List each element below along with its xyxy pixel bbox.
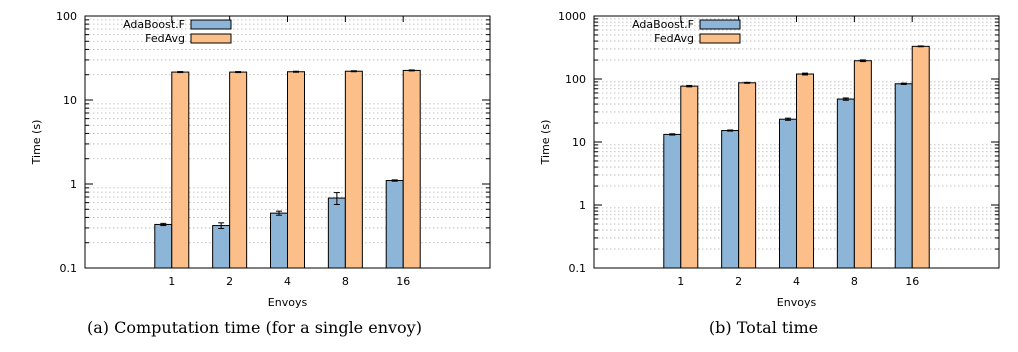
x-tick-label: 4 <box>284 275 291 288</box>
bar-adaboost-f <box>155 224 172 268</box>
bar-adaboost-f <box>271 213 288 268</box>
chart-panel-b: 0.1 1 10 100 1000 1 2 4 8 16 Envoys Time (s) AdaBoos… <box>509 0 1018 352</box>
legend-swatch <box>191 34 231 43</box>
bar-fedavg <box>797 74 814 268</box>
chart-panel-a: 0.1 1 10 100 1 2 4 8 16 Envoys Time (s) AdaBoost.F F… <box>0 0 509 352</box>
bar-adaboost-f <box>895 84 912 268</box>
y-tick-label: 1000 <box>558 10 586 23</box>
bar-adaboost-f <box>837 99 854 268</box>
bar-fedavg <box>854 61 871 268</box>
y-tick-label: 1 <box>579 199 586 212</box>
x-tick-label: 8 <box>851 275 858 288</box>
y-axis-label: Time (s) <box>539 120 552 166</box>
bar-fedavg <box>230 72 247 268</box>
legend-label: AdaBoost.F <box>123 18 185 31</box>
computation-time-chart: 0.1 1 10 100 1 2 4 8 16 Envoys Time (s) AdaBoost.FF… <box>0 0 509 320</box>
x-tick-label: 8 <box>342 275 349 288</box>
bar-adaboost-f <box>328 198 345 268</box>
legend-label: AdaBoost.F <box>632 18 694 31</box>
bar-fedavg <box>681 86 698 268</box>
y-tick-label: 10 <box>572 136 586 149</box>
legend-swatch <box>700 34 740 43</box>
bar-adaboost-f <box>780 119 797 268</box>
legend-label: FedAvg <box>654 32 694 45</box>
x-tick-label: 16 <box>905 275 919 288</box>
x-tick-label: 16 <box>396 275 410 288</box>
bar-fedavg <box>912 46 929 268</box>
x-tick-label: 2 <box>735 275 742 288</box>
total-time-chart: 0.1 1 10 100 1000 1 2 4 8 16 Envoys Time (s) AdaBoos… <box>509 0 1018 320</box>
x-axis-label: Envoys <box>268 296 308 309</box>
bar-fedavg <box>172 72 189 268</box>
y-tick-label: 100 <box>56 10 77 23</box>
bar-fedavg <box>403 70 420 268</box>
x-tick-label: 1 <box>677 275 684 288</box>
bar-adaboost-f <box>213 226 230 268</box>
bar-adaboost-f <box>664 134 681 268</box>
legend-swatch <box>700 20 740 29</box>
y-tick-label: 100 <box>565 73 586 86</box>
y-tick-label: 10 <box>63 94 77 107</box>
y-tick-label: 0.1 <box>569 262 587 275</box>
bar-adaboost-f <box>386 181 403 268</box>
bar-fedavg <box>739 83 756 268</box>
bar-adaboost-f <box>722 131 739 268</box>
bar-fedavg <box>345 71 362 268</box>
chart-caption-a: (a) Computation time (for a single envoy… <box>0 318 509 337</box>
bar-fedavg <box>288 72 305 268</box>
x-tick-label: 1 <box>168 275 175 288</box>
legend-label: FedAvg <box>145 32 185 45</box>
y-axis-label: Time (s) <box>30 120 43 166</box>
x-tick-label: 4 <box>793 275 800 288</box>
x-axis-label: Envoys <box>777 296 817 309</box>
y-tick-label: 0.1 <box>60 262 78 275</box>
legend-swatch <box>191 20 231 29</box>
chart-caption-b: (b) Total time <box>509 318 1018 337</box>
y-tick-label: 1 <box>70 178 77 191</box>
x-tick-label: 2 <box>226 275 233 288</box>
